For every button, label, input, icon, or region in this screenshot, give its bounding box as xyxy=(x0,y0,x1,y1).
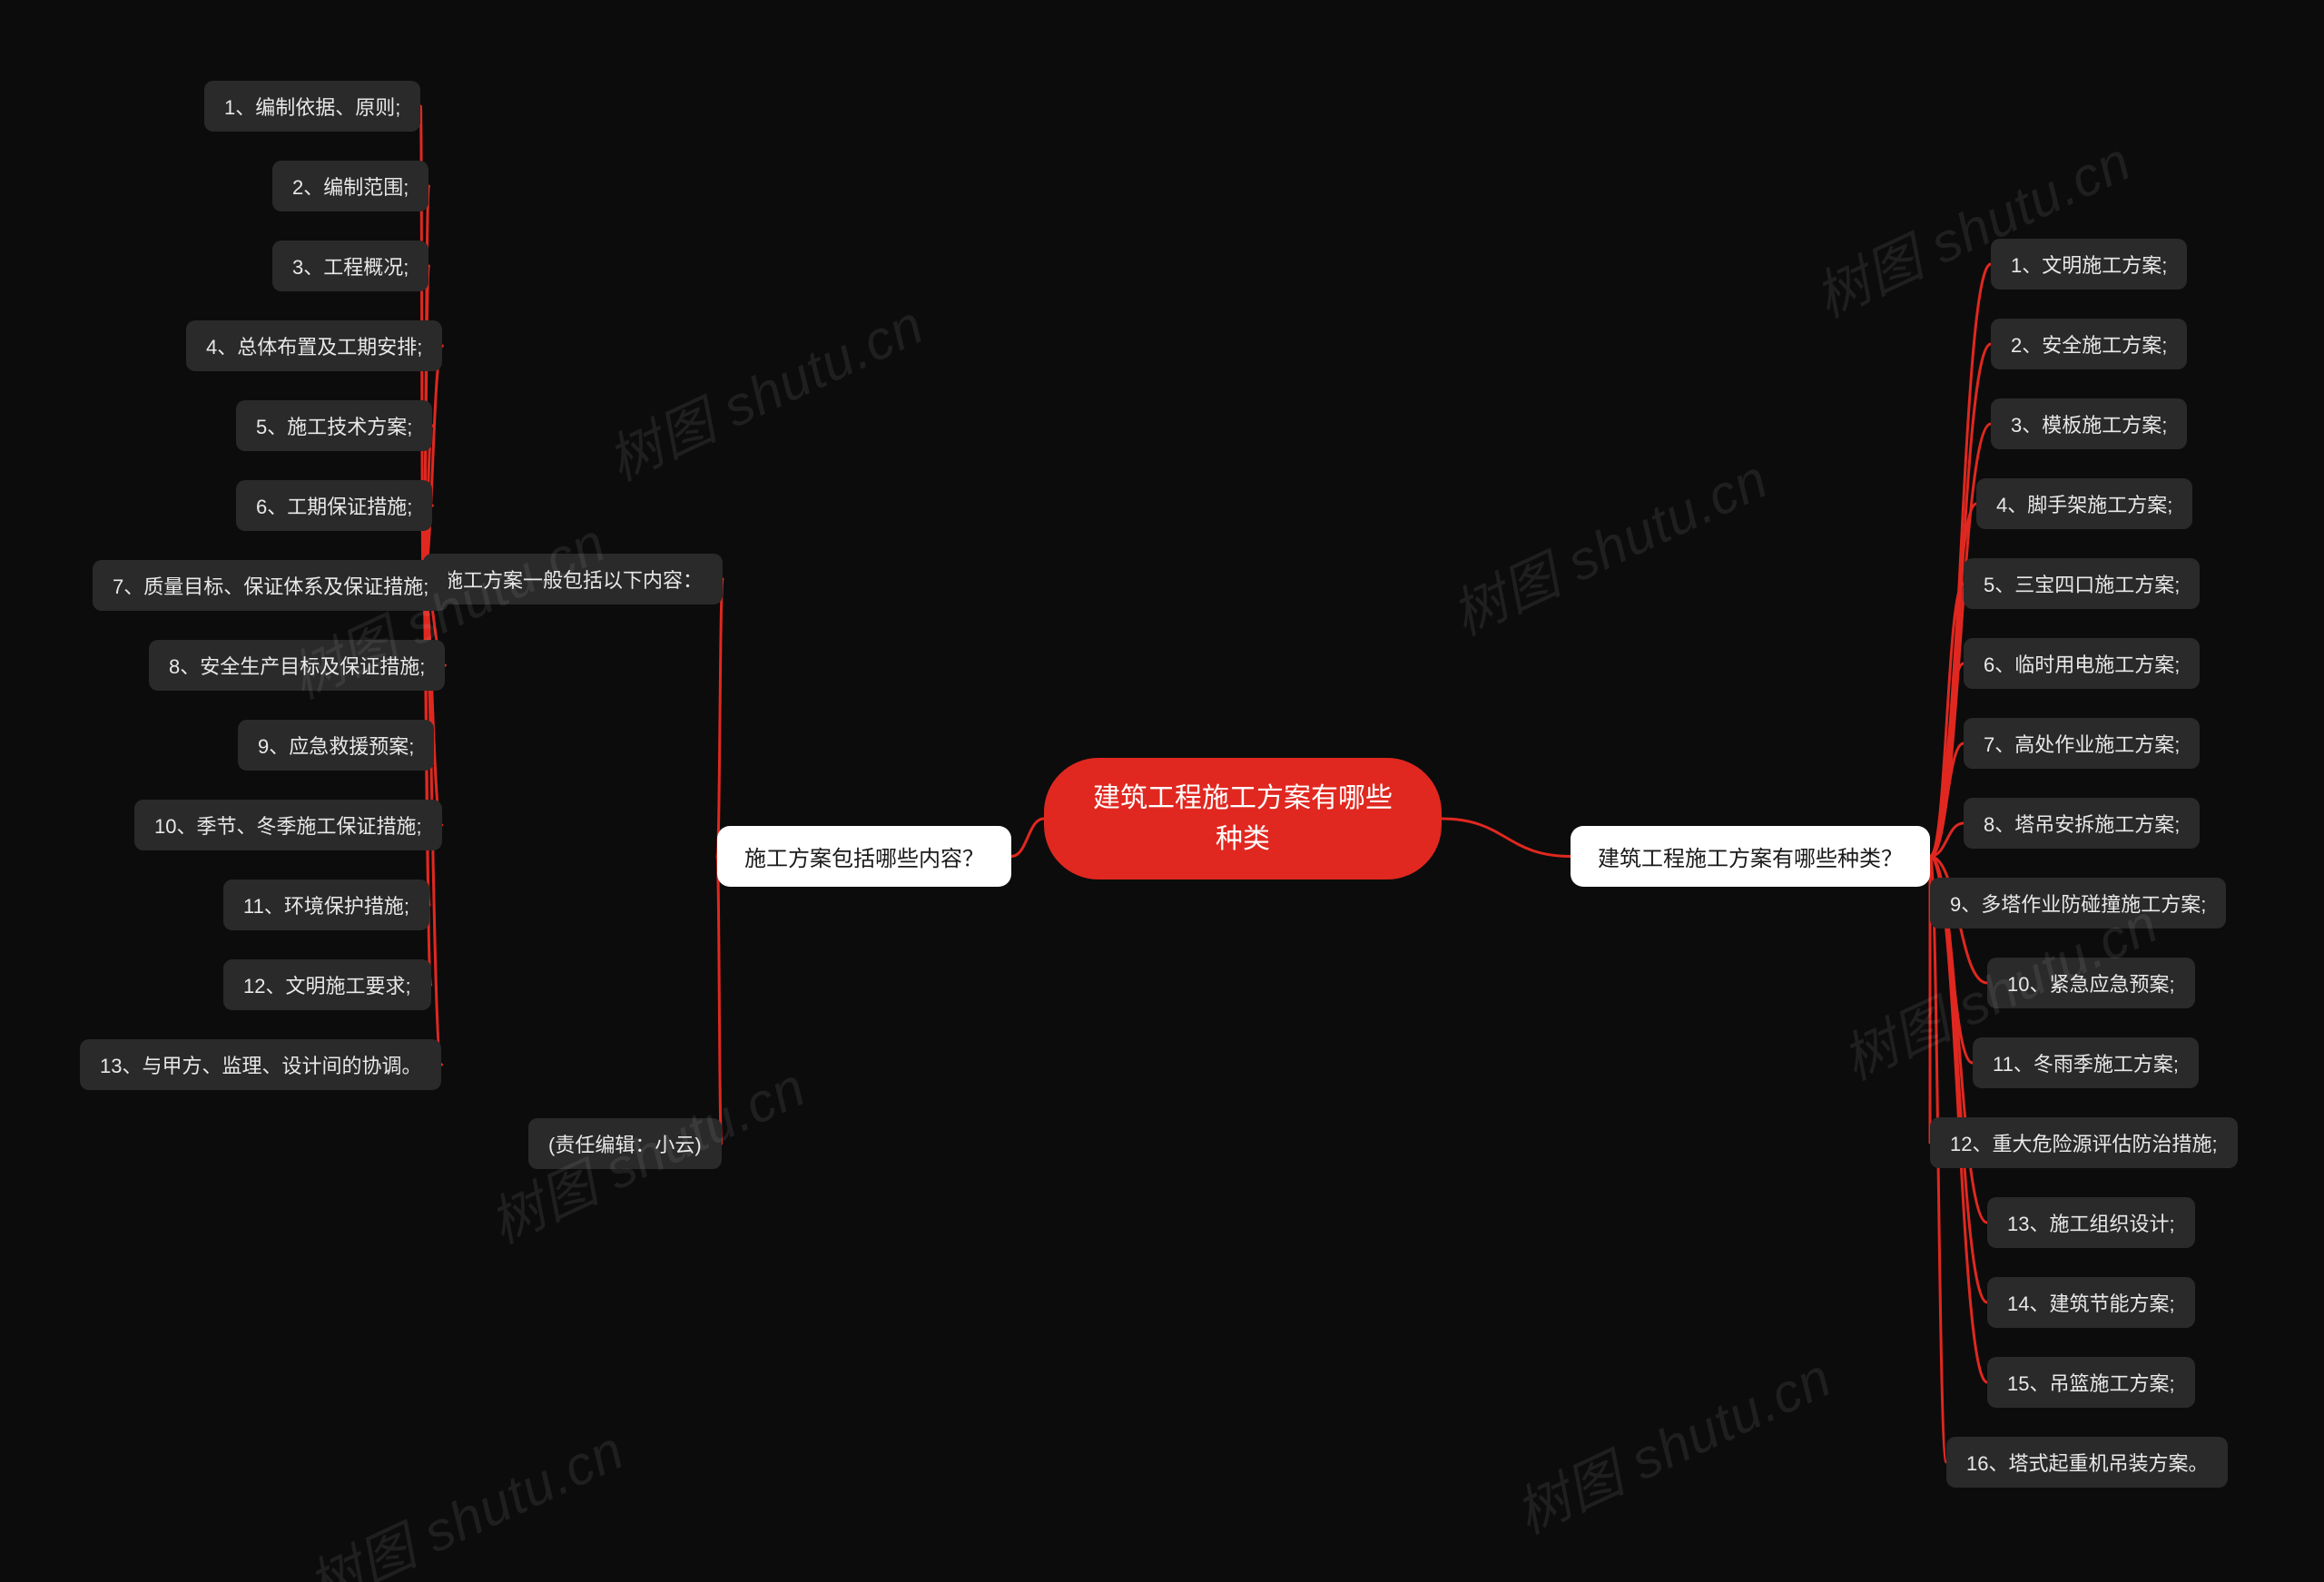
right-leaf-6: 7、高处作业施工方案; xyxy=(1964,718,2200,769)
watermark: 树图 shutu.cn xyxy=(1437,436,1778,651)
left-leaf-11: 12、文明施工要求; xyxy=(223,959,431,1010)
right-leaf-10: 11、冬雨季施工方案; xyxy=(1973,1037,2199,1088)
right-leaf-1: 2、安全施工方案; xyxy=(1991,319,2187,369)
left-sub-1: (责任编辑：小云) xyxy=(528,1118,722,1169)
left-sub-0: 施工方案一般包括以下内容： xyxy=(423,554,723,604)
right-leaf-8: 9、多塔作业防碰撞施工方案; xyxy=(1930,878,2226,929)
left-leaf-3: 4、总体布置及工期安排; xyxy=(186,320,442,371)
right-leaf-2: 3、模板施工方案; xyxy=(1991,398,2187,449)
left-leaf-2: 3、工程概况; xyxy=(272,241,428,291)
right-leaf-4: 5、三宝四口施工方案; xyxy=(1964,558,2200,609)
right-leaf-13: 14、建筑节能方案; xyxy=(1987,1277,2195,1328)
right-leaf-14: 15、吊篮施工方案; xyxy=(1987,1357,2195,1408)
left-leaf-8: 9、应急救援预案; xyxy=(238,720,434,771)
center-node: 建筑工程施工方案有哪些种类 xyxy=(1044,758,1442,879)
left-leaf-5: 6、工期保证措施; xyxy=(236,480,432,531)
left-leaf-7: 8、安全生产目标及保证措施; xyxy=(149,640,445,691)
watermark: 树图 shutu.cn xyxy=(1501,1334,1842,1549)
watermark: 树图 shutu.cn xyxy=(593,281,934,496)
left-leaf-9: 10、季节、冬季施工保证措施; xyxy=(134,800,442,850)
left-leaf-12: 13、与甲方、监理、设计间的协调。 xyxy=(80,1039,441,1090)
left-leaf-0: 1、编制依据、原则; xyxy=(204,81,420,132)
left-leaf-10: 11、环境保护措施; xyxy=(223,879,429,930)
right-branch: 建筑工程施工方案有哪些种类？ xyxy=(1571,826,1930,887)
right-leaf-9: 10、紧急应急预案; xyxy=(1987,958,2195,1008)
left-leaf-1: 2、编制范围; xyxy=(272,161,428,211)
right-leaf-3: 4、脚手架施工方案; xyxy=(1976,478,2192,529)
right-leaf-11: 12、重大危险源评估防治措施; xyxy=(1930,1117,2238,1168)
right-leaf-12: 13、施工组织设计; xyxy=(1987,1197,2195,1248)
left-leaf-4: 5、施工技术方案; xyxy=(236,400,432,451)
mindmap-canvas: 建筑工程施工方案有哪些种类施工方案包括哪些内容？ 建筑工程施工方案有哪些种类？ 施工… xyxy=(0,0,2324,1582)
left-leaf-6: 7、质量目标、保证体系及保证措施; xyxy=(93,560,448,611)
right-leaf-5: 6、临时用电施工方案; xyxy=(1964,638,2200,689)
right-leaf-7: 8、塔吊安拆施工方案; xyxy=(1964,798,2200,849)
right-leaf-0: 1、文明施工方案; xyxy=(1991,239,2187,290)
left-branch: 施工方案包括哪些内容？ xyxy=(717,826,1011,887)
right-leaf-15: 16、塔式起重机吊装方案。 xyxy=(1946,1437,2228,1488)
watermark: 树图 shutu.cn xyxy=(1800,118,2142,333)
watermark: 树图 shutu.cn xyxy=(293,1407,635,1582)
